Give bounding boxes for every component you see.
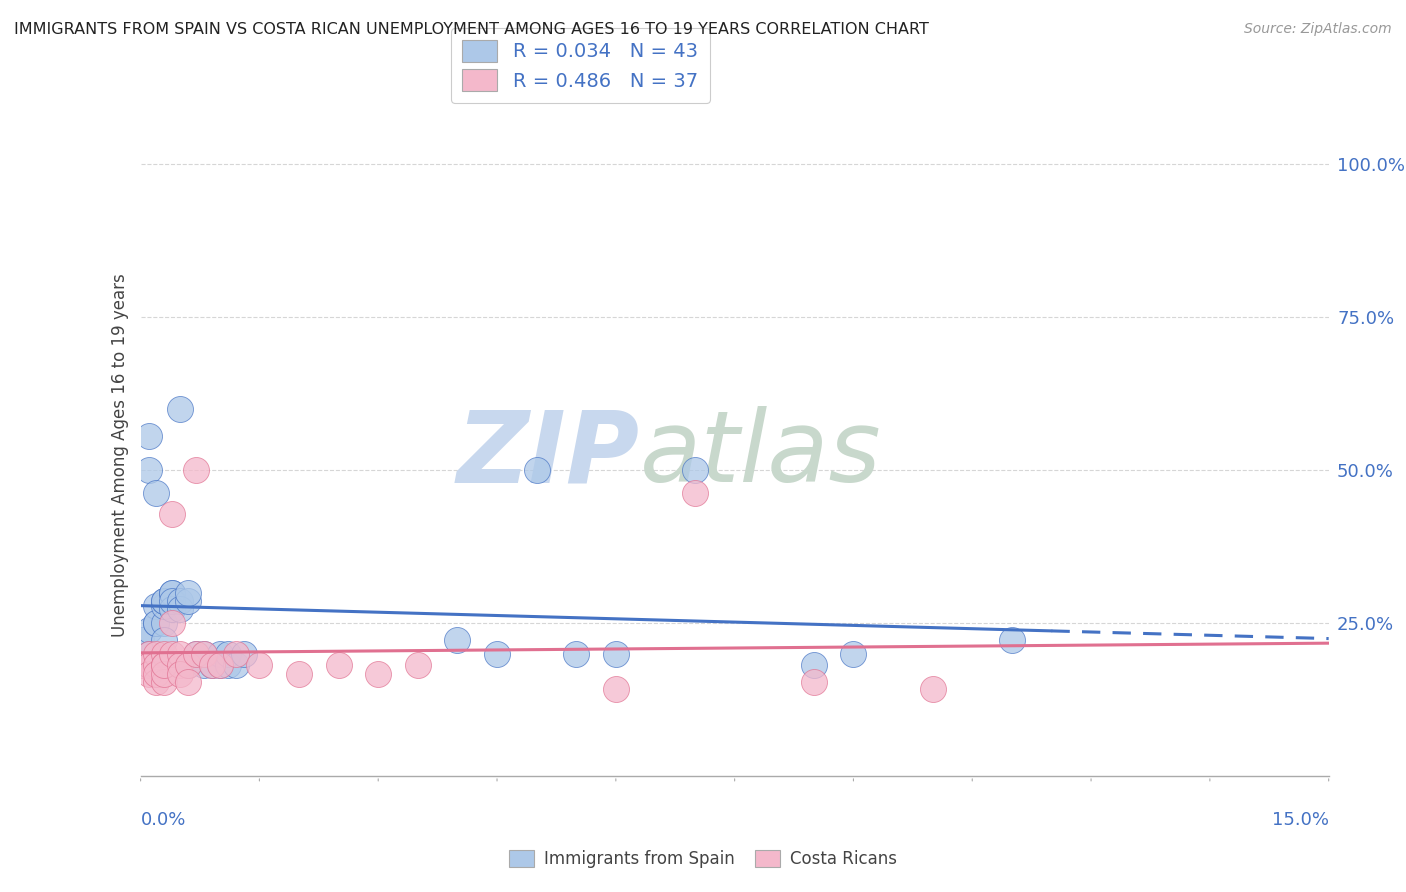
Point: [184, 647, 207, 661]
Point: [153, 616, 176, 631]
Point: [162, 602, 184, 616]
Point: [217, 657, 239, 672]
Point: [169, 657, 191, 672]
Point: [842, 647, 865, 661]
Legend: R = 0.034   N = 43, R = 0.486   N = 37: R = 0.034 N = 43, R = 0.486 N = 37: [451, 28, 710, 103]
Point: [162, 647, 184, 661]
Point: [145, 657, 167, 672]
Point: [169, 594, 191, 608]
Point: [446, 633, 468, 648]
Point: [138, 647, 160, 661]
Point: [138, 624, 160, 638]
Point: [184, 463, 207, 477]
Point: [153, 666, 176, 681]
Point: [232, 647, 254, 661]
Point: [177, 594, 200, 608]
Point: [921, 681, 943, 696]
Point: [208, 647, 231, 661]
Point: [605, 647, 627, 661]
Point: [201, 657, 224, 672]
Point: [153, 657, 176, 672]
Point: [162, 616, 184, 631]
Point: [145, 616, 167, 631]
Point: [145, 616, 167, 631]
Point: [169, 666, 191, 681]
Point: [247, 657, 270, 672]
Point: [129, 657, 152, 672]
Point: [153, 599, 176, 613]
Point: [565, 647, 588, 661]
Point: [153, 633, 176, 648]
Point: [145, 599, 167, 613]
Point: [177, 657, 200, 672]
Point: [201, 657, 224, 672]
Point: [153, 657, 176, 672]
Point: [328, 657, 350, 672]
Point: [162, 585, 184, 599]
Point: [138, 657, 160, 672]
Point: [683, 463, 706, 477]
Point: [162, 585, 184, 599]
Point: [138, 647, 160, 661]
Text: IMMIGRANTS FROM SPAIN VS COSTA RICAN UNEMPLOYMENT AMONG AGES 16 TO 19 YEARS CORR: IMMIGRANTS FROM SPAIN VS COSTA RICAN UNE…: [14, 22, 929, 37]
Point: [486, 647, 509, 661]
Point: [208, 657, 231, 672]
Legend: Immigrants from Spain, Costa Ricans: Immigrants from Spain, Costa Ricans: [502, 843, 904, 875]
Point: [217, 647, 239, 661]
Point: [153, 594, 176, 608]
Point: [803, 674, 825, 689]
Point: [145, 674, 167, 689]
Y-axis label: Unemployment Among Ages 16 to 19 years: Unemployment Among Ages 16 to 19 years: [111, 273, 129, 637]
Point: [193, 657, 215, 672]
Point: [208, 657, 231, 672]
Point: [138, 666, 160, 681]
Text: atlas: atlas: [640, 407, 882, 503]
Text: 15.0%: 15.0%: [1271, 812, 1329, 830]
Point: [145, 666, 167, 681]
Point: [683, 486, 706, 500]
Point: [169, 602, 191, 616]
Point: [162, 594, 184, 608]
Point: [225, 647, 247, 661]
Point: [177, 585, 200, 599]
Text: Source: ZipAtlas.com: Source: ZipAtlas.com: [1244, 22, 1392, 37]
Point: [138, 657, 160, 672]
Point: [193, 647, 215, 661]
Point: [406, 657, 429, 672]
Point: [153, 594, 176, 608]
Point: [153, 674, 176, 689]
Text: 0.0%: 0.0%: [141, 812, 186, 830]
Point: [526, 463, 548, 477]
Point: [138, 463, 160, 477]
Point: [145, 647, 167, 661]
Point: [162, 507, 184, 521]
Point: [288, 666, 311, 681]
Point: [225, 657, 247, 672]
Point: [177, 657, 200, 672]
Point: [138, 429, 160, 443]
Point: [1001, 633, 1024, 648]
Point: [803, 657, 825, 672]
Point: [605, 681, 627, 696]
Text: ZIP: ZIP: [457, 407, 640, 503]
Point: [367, 666, 389, 681]
Point: [169, 402, 191, 417]
Point: [145, 486, 167, 500]
Point: [129, 633, 152, 648]
Point: [177, 674, 200, 689]
Point: [184, 647, 207, 661]
Point: [169, 647, 191, 661]
Point: [193, 647, 215, 661]
Point: [153, 647, 176, 661]
